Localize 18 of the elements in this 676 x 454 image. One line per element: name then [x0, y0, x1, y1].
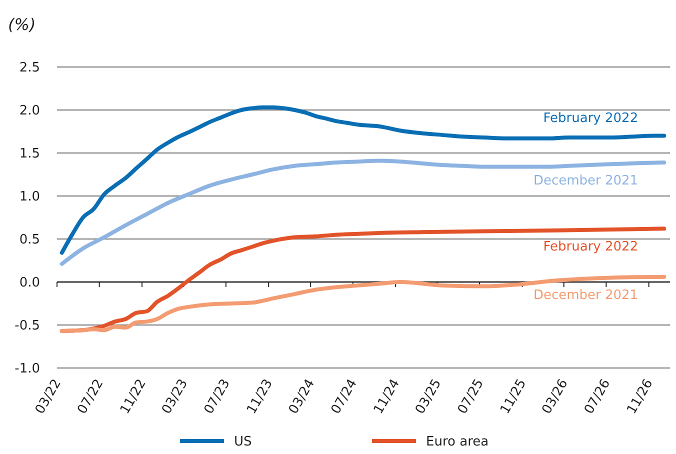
- y-tick-label: 2.0: [19, 104, 40, 119]
- y-tick-label: 2.5: [19, 60, 40, 76]
- line-series: [60, 158, 666, 266]
- line-series: [60, 274, 666, 334]
- y-axis-title: (%): [8, 15, 36, 34]
- series-label: February 2022: [543, 240, 638, 255]
- series-label: February 2022: [543, 110, 638, 126]
- series-label: December 2021: [533, 173, 638, 188]
- y-tick-label: 1.5: [19, 146, 40, 162]
- text: Euro area: [426, 434, 489, 450]
- y-tick-label: 0.0: [19, 276, 40, 291]
- y-tick-label: -0.5: [14, 318, 40, 334]
- line-series: [60, 105, 666, 255]
- y-tick-label: -1.0: [14, 362, 40, 377]
- y-tick-label: 1.0: [19, 190, 40, 205]
- series-label: December 2021: [533, 288, 638, 303]
- y-tick-label: 0.5: [19, 232, 40, 248]
- text: US: [234, 434, 252, 450]
